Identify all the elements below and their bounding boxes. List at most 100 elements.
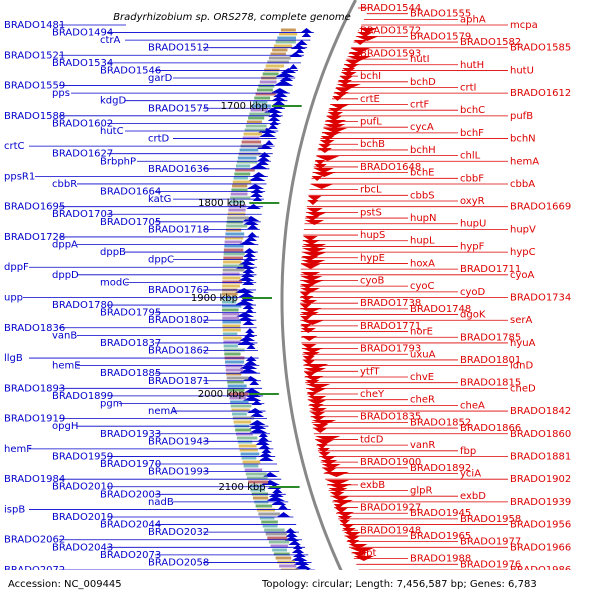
- right-gene-label: pstS: [360, 207, 382, 218]
- feature-arrow-left: [235, 264, 255, 269]
- cog-strip-segment: [222, 276, 241, 280]
- feature-arrow-left: [238, 368, 258, 373]
- right-gene-label: BRADO1711: [460, 264, 521, 275]
- right-gene-label: cyoB: [360, 275, 385, 286]
- feature-arrow-right: [340, 524, 355, 529]
- left-gene-label: BRADO2010: [52, 482, 113, 493]
- feature-arrow-right: [329, 104, 350, 109]
- feature-arrow-right: [312, 424, 329, 429]
- left-gene-label: hemF: [4, 444, 32, 455]
- left-gene-label: llgB: [4, 353, 23, 364]
- left-gene-label: BRADO1836: [4, 323, 65, 334]
- cog-strip-segment: [227, 384, 247, 388]
- accession-text: Accession: NC_009445: [8, 579, 122, 590]
- cog-strip-segment: [222, 312, 240, 316]
- left-gene-label: BRADO2058: [148, 557, 209, 568]
- right-gene-label: BRADO1835: [360, 412, 421, 423]
- feature-arrow-left: [249, 164, 269, 169]
- cog-strip-segment: [233, 176, 248, 180]
- feature-arrow-left: [278, 504, 288, 509]
- backbone-arc: [280, 0, 357, 600]
- cog-strip-segment: [222, 324, 241, 328]
- feature-arrow-left: [242, 376, 259, 381]
- right-gene-label: BRADO1965: [410, 531, 471, 542]
- right-gene-label: BRADO1866: [460, 423, 521, 434]
- feature-arrow-left: [256, 160, 269, 165]
- right-gene-label: serA: [510, 315, 532, 326]
- feature-arrow-left: [300, 28, 313, 33]
- left-gene-label: ctrA: [100, 35, 121, 46]
- feature-arrow-right: [321, 464, 341, 469]
- feature-arrow-left: [248, 428, 268, 433]
- cog-strip-segment: [255, 92, 276, 96]
- feature-arrow-right: [308, 196, 322, 201]
- right-gene-label: crtF: [410, 100, 430, 111]
- cog-strip-segment: [258, 84, 275, 88]
- feature-arrow-left: [234, 288, 255, 293]
- cog-strip-segment: [243, 464, 259, 468]
- right-gene-label: cbbA: [510, 179, 535, 190]
- cog-strip-segment: [241, 456, 257, 460]
- cog-strip-segment: [228, 392, 249, 396]
- right-gene-label: BRADO1927: [360, 503, 421, 514]
- feature-arrow-right: [337, 80, 353, 85]
- right-gene-label: BRADO1793: [360, 344, 421, 355]
- cog-strip-segment: [236, 164, 251, 168]
- right-gene-label: norE: [410, 327, 433, 338]
- feature-arrow-left: [243, 252, 256, 257]
- cog-strip-segment: [227, 380, 244, 384]
- feature-arrow-left: [242, 268, 255, 273]
- cog-strip-segment: [222, 332, 238, 336]
- feature-arrow-right: [348, 544, 368, 549]
- left-gene-label: BRADO1559: [4, 81, 65, 92]
- right-gene-label: exbB: [360, 480, 385, 491]
- right-gene-label: BRADO1966: [510, 542, 571, 553]
- cog-strip-segment: [265, 64, 285, 68]
- right-gene-label: hypC: [510, 247, 536, 258]
- right-gene-label: hupV: [510, 224, 536, 235]
- cog-strip-segment: [242, 136, 260, 140]
- label-connectors: [23, 7, 508, 571]
- feature-arrow-right: [305, 212, 328, 217]
- left-gene-label: BRADO1862: [148, 345, 209, 356]
- feature-arrow-right: [313, 168, 334, 173]
- feature-arrow-left: [251, 172, 267, 177]
- kbp-label: 1800 kbp: [198, 198, 245, 209]
- left-gene-label: BRADO1718: [148, 224, 209, 235]
- feature-arrow-right: [353, 40, 367, 45]
- left-gene-label: BRADO2043: [52, 542, 113, 553]
- feature-arrow-right: [300, 316, 312, 321]
- feature-arrow-left: [258, 436, 269, 441]
- cog-strip-segment: [222, 300, 237, 304]
- right-gene-label: BRADO1976: [460, 559, 521, 570]
- left-gene-label: dppD: [52, 270, 79, 281]
- feature-arrow-left: [258, 444, 271, 449]
- feature-arrow-right: [300, 324, 312, 329]
- cog-strip-segment: [243, 132, 263, 136]
- cog-strip-segment: [262, 524, 278, 528]
- feature-arrow-right: [304, 220, 325, 225]
- cog-strip-segment: [267, 536, 288, 540]
- feature-arrow-right: [350, 548, 374, 553]
- right-gene-label: hoxA: [410, 258, 435, 269]
- cog-strip-segment: [234, 172, 251, 176]
- feature-arrow-left: [243, 388, 261, 393]
- left-gene-label: BRADO1534: [52, 58, 113, 69]
- left-gene-label: BRADO2032: [148, 527, 209, 538]
- feature-arrow-right: [333, 504, 344, 509]
- cog-strip-segment: [280, 28, 296, 32]
- right-gene-label: bchC: [460, 105, 485, 116]
- cog-strip-segment: [231, 188, 248, 192]
- right-gene-label: hutU: [510, 65, 534, 76]
- cog-strip-segment: [236, 436, 258, 440]
- right-gene-label: idnD: [510, 361, 533, 372]
- feature-arrow-right: [350, 48, 371, 53]
- cog-strip-segment: [239, 448, 258, 452]
- feature-arrow-right: [318, 452, 331, 457]
- cog-strip-segment: [237, 156, 257, 160]
- left-gene-label: BRADO1933: [100, 429, 161, 440]
- left-gene-label: BRADO1899: [52, 391, 113, 402]
- feature-arrow-right: [301, 336, 318, 341]
- feature-arrow-left: [257, 156, 270, 161]
